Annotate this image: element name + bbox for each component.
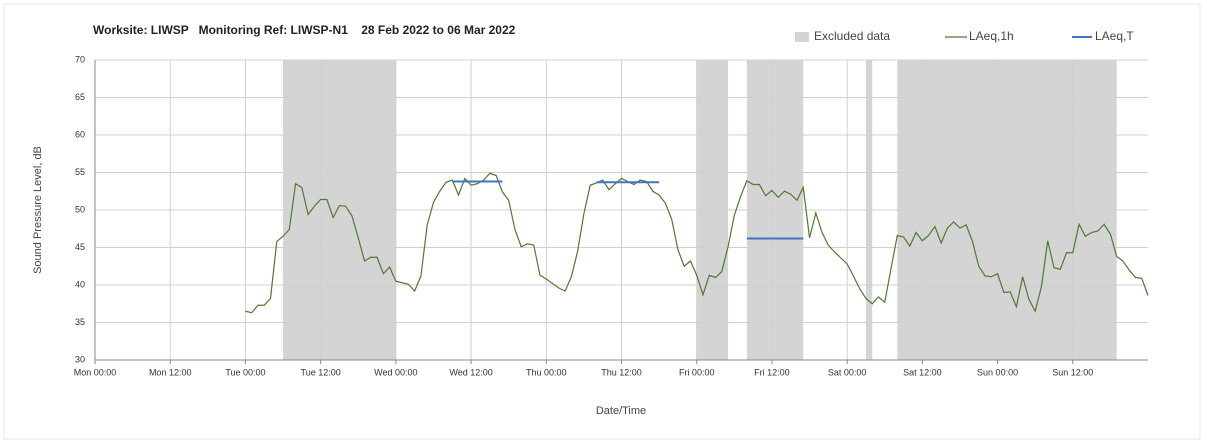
- x-tick-label: Sun 12:00: [1052, 367, 1093, 377]
- x-tick-label: Fri 12:00: [754, 367, 790, 377]
- x-tick-label: Tue 00:00: [225, 367, 265, 377]
- y-tick-label: 30: [75, 354, 85, 364]
- x-tick-label: Sat 12:00: [903, 367, 942, 377]
- chart-title: Worksite: LIWSP Monitoring Ref: LIWSP-N1…: [93, 23, 516, 37]
- x-tick-label: Wed 00:00: [374, 367, 417, 377]
- x-tick-label: Sun 00:00: [977, 367, 1018, 377]
- y-tick-label: 65: [75, 92, 85, 102]
- y-tick-label: 40: [75, 279, 85, 289]
- y-axis-title: Sound Pressure Level, dB: [32, 146, 44, 274]
- x-tick-label: Mon 00:00: [74, 367, 117, 377]
- legend-swatch: [795, 32, 809, 42]
- x-tick-label: Thu 12:00: [601, 367, 642, 377]
- x-tick-label: Sat 00:00: [828, 367, 867, 377]
- x-tick-label: Mon 12:00: [149, 367, 192, 377]
- y-tick-label: 45: [75, 242, 85, 252]
- x-tick-label: Tue 12:00: [301, 367, 341, 377]
- legend-label: Excluded data: [814, 29, 890, 43]
- y-tick-label: 35: [75, 317, 85, 327]
- x-tick-label: Fri 00:00: [679, 367, 715, 377]
- legend-label: LAeq,1h: [969, 29, 1014, 43]
- x-axis-title: Date/Time: [596, 405, 646, 417]
- x-tick-label: Thu 00:00: [526, 367, 567, 377]
- y-tick-label: 60: [75, 129, 85, 139]
- y-tick-label: 50: [75, 204, 85, 214]
- y-tick-label: 55: [75, 167, 85, 177]
- data-line: [245, 172, 1149, 314]
- y-tick-label: 70: [75, 54, 85, 64]
- x-tick-label: Wed 12:00: [449, 367, 492, 377]
- legend-label: LAeq,T: [1095, 29, 1134, 43]
